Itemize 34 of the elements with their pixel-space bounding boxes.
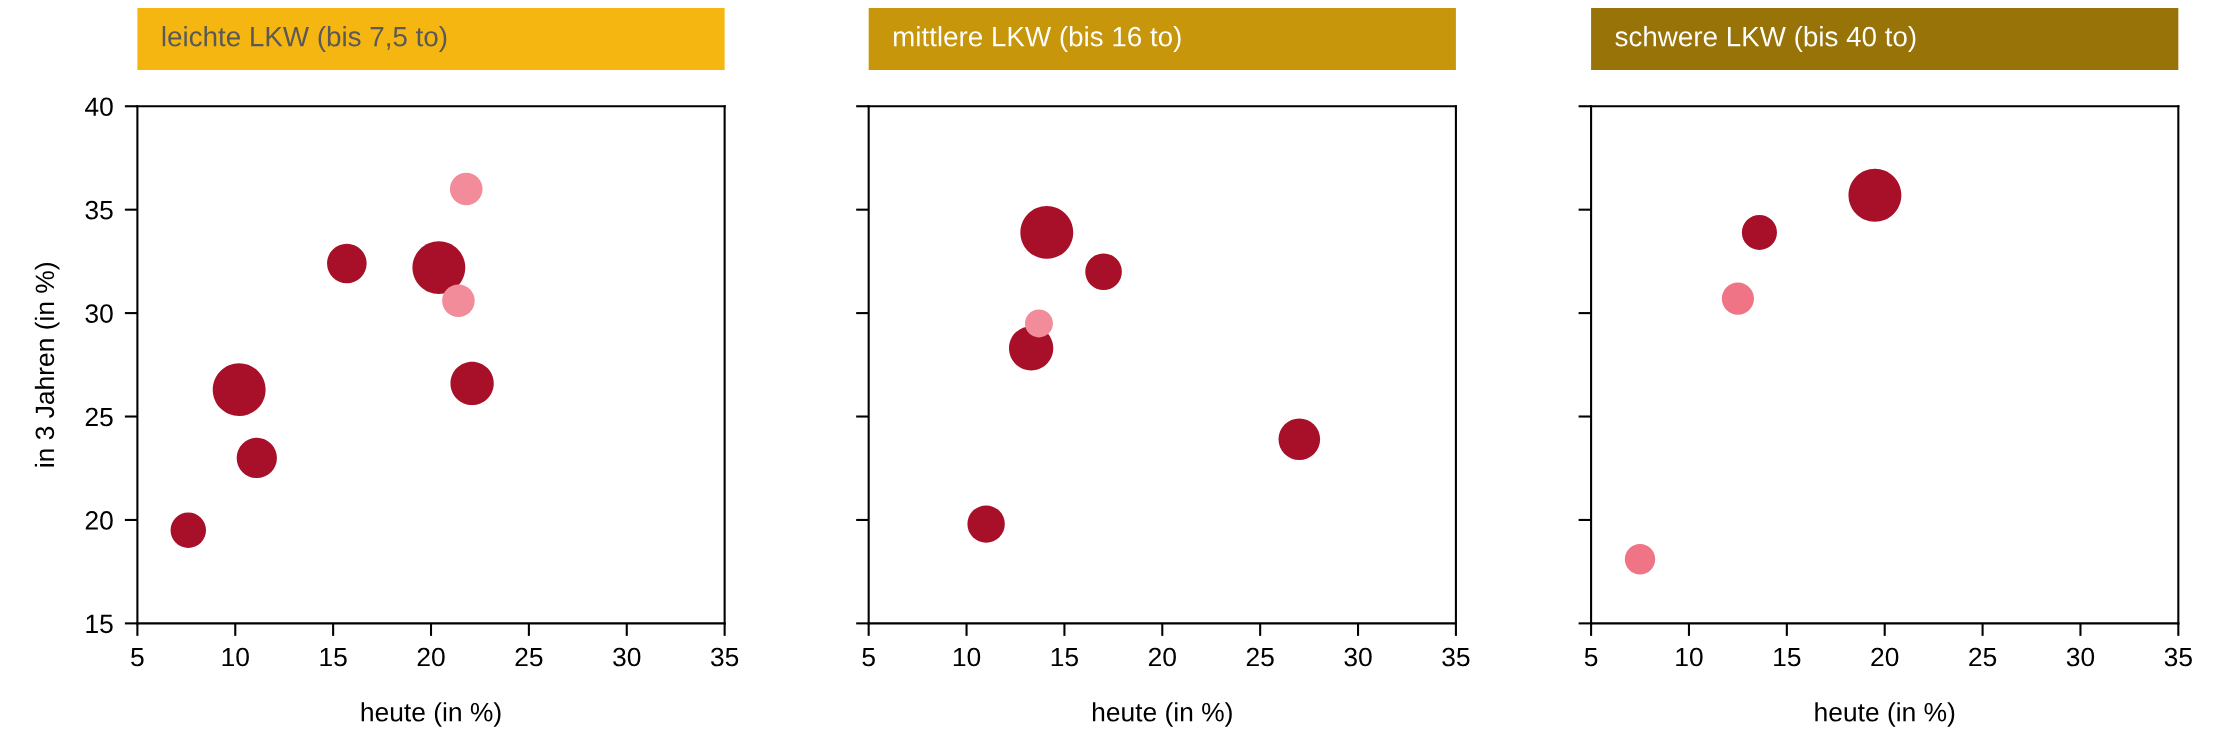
x-tick-label: 20: [1148, 647, 1176, 667]
x-tick-label: 30: [2066, 647, 2095, 667]
x-tick-label: 20: [1871, 647, 1899, 667]
x-tick-label: 35: [710, 647, 739, 667]
x-tick-label: 15: [1774, 647, 1801, 667]
x-tick-label: 5: [131, 647, 144, 667]
x-tick-label: 35: [2164, 647, 2192, 667]
x-tick-label: 5: [1584, 647, 1598, 667]
x-tick-label: 30: [613, 647, 641, 667]
y-tick-label: 20: [85, 511, 113, 530]
x-tick-label: 25: [1969, 647, 1997, 667]
chart-title: leichte LKW (bis 7,5 to): [162, 26, 447, 52]
x-tick-label: 10: [953, 647, 981, 667]
y-tick-label: 15: [86, 614, 113, 634]
x-tick-label: 15: [320, 647, 347, 667]
x-tick-label: 10: [222, 647, 249, 667]
x-tick-label: 15: [1051, 647, 1078, 667]
x-tick-label: 20: [417, 647, 445, 667]
x-tick-label: 10: [1676, 647, 1703, 667]
x-axis-title: heute (in %): [1815, 702, 1955, 727]
x-axis-title: heute (in %): [361, 702, 501, 727]
x-tick-label: 5: [862, 647, 875, 667]
y-tick-label: 25: [85, 407, 113, 427]
y-axis-title: in 3 Jahren (in %): [34, 263, 60, 467]
x-tick-label: 30: [1344, 647, 1372, 667]
y-tick-label: 35: [85, 200, 113, 220]
x-tick-label: 25: [1246, 647, 1274, 667]
y-tick-label: 30: [85, 304, 113, 323]
chart-title: mittlere LKW (bis 16 to): [894, 26, 1181, 52]
x-tick-label: 25: [515, 647, 543, 667]
chart-title: schwere LKW (bis 40 to): [1615, 26, 1916, 52]
x-axis-title: heute (in %): [1092, 702, 1232, 727]
y-tick-label: 40: [85, 97, 113, 117]
x-tick-label: 35: [1442, 647, 1470, 667]
